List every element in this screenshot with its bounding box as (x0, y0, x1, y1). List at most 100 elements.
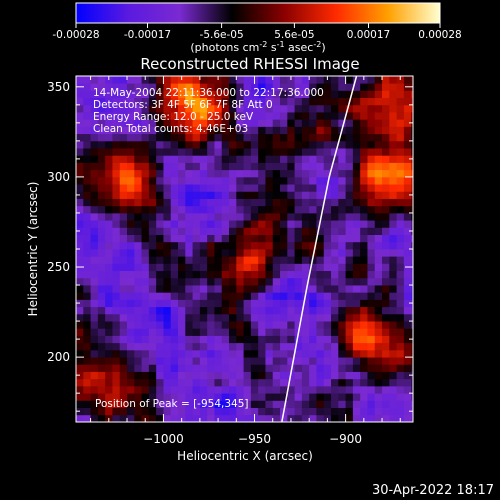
heatmap-cell (316, 140, 325, 149)
heatmap-cell (97, 249, 106, 257)
heatmap-cell (345, 184, 354, 192)
heatmap-cell (250, 349, 259, 358)
heatmap-cell (76, 205, 84, 214)
heatmap-cell (170, 306, 179, 315)
heatmap-cell (258, 400, 266, 408)
heatmap-cell (374, 169, 383, 178)
heatmap-cell (294, 407, 303, 416)
heatmap-cell (258, 256, 266, 264)
x-tick-label: −900 (329, 432, 362, 446)
heatmap-cell (411, 400, 413, 408)
heatmap-cell (352, 270, 361, 279)
heatmap-cell (345, 357, 354, 365)
heatmap-cell (250, 263, 259, 272)
heatmap-cell (309, 342, 317, 351)
heatmap-cell (163, 191, 172, 199)
heatmap-cell (389, 321, 398, 329)
heatmap-cell (309, 371, 317, 380)
heatmap-cell (301, 90, 310, 99)
heatmap-cell (170, 90, 179, 99)
heatmap-cell (229, 241, 237, 250)
heatmap-cell (280, 155, 288, 163)
heatmap-cell (192, 349, 201, 358)
heatmap-cell (207, 270, 215, 279)
heatmap-cell (112, 140, 121, 149)
heatmap-cell (352, 357, 361, 365)
heatmap-cell (316, 270, 325, 279)
heatmap-cell (250, 378, 259, 387)
heatmap-cell (199, 306, 208, 315)
heatmap-cell (236, 335, 244, 344)
heatmap-cell (243, 313, 252, 322)
heatmap-cell (127, 169, 135, 178)
heatmap-cell (83, 140, 91, 149)
heatmap-cell (90, 140, 99, 149)
heatmap-cell (105, 227, 113, 235)
y-tick-label: 250 (47, 260, 70, 274)
heatmap-cell (178, 234, 186, 243)
heatmap-cell (156, 349, 164, 358)
heatmap-cell (396, 342, 405, 351)
heatmap-cell (127, 400, 135, 408)
heatmap-cell (382, 349, 390, 358)
heatmap-cell (229, 385, 237, 394)
heatmap-cell (105, 133, 113, 142)
heatmap-cell (243, 148, 252, 156)
heatmap-cell (272, 285, 281, 293)
heatmap-cell (360, 385, 368, 394)
heatmap-cell (134, 263, 142, 272)
heatmap-cell (221, 306, 230, 315)
heatmap-cell (323, 241, 332, 250)
heatmap-cell (148, 97, 157, 106)
heatmap-cell (141, 148, 150, 156)
heatmap-cell (280, 119, 288, 127)
heatmap-cell (97, 357, 106, 365)
heatmap-cell (411, 133, 413, 142)
heatmap-cell (265, 191, 274, 199)
heatmap-cell (294, 241, 303, 250)
heatmap-cell (192, 378, 201, 387)
heatmap-cell (127, 414, 135, 422)
heatmap-cell (199, 357, 208, 365)
heatmap-cell (345, 191, 354, 199)
heatmap-cell (403, 97, 412, 106)
heatmap-cell (250, 400, 259, 408)
heatmap-cell (243, 104, 252, 113)
heatmap-cell (221, 407, 230, 416)
heatmap-cell (141, 97, 150, 106)
heatmap-cell (301, 148, 310, 156)
heatmap-cell (192, 83, 201, 91)
heatmap-cell (199, 407, 208, 416)
heatmap-cell (97, 241, 106, 250)
heatmap-cell (316, 357, 325, 365)
heatmap-cell (178, 349, 186, 358)
heatmap-cell (105, 162, 113, 171)
heatmap-cell (360, 328, 368, 336)
heatmap-cell (374, 140, 383, 149)
heatmap-cell (221, 191, 230, 199)
heatmap-cell (323, 198, 332, 207)
heatmap-cell (258, 385, 266, 394)
heatmap-cell (83, 349, 91, 358)
heatmap-cell (229, 349, 237, 358)
heatmap-cell (236, 306, 244, 315)
heatmap-cell (221, 335, 230, 344)
heatmap-cell (112, 292, 121, 300)
heatmap-cell (156, 299, 164, 308)
heatmap-cell (105, 321, 113, 329)
heatmap-cell (97, 220, 106, 228)
heatmap-cell (411, 292, 413, 300)
heatmap-cell (178, 184, 186, 192)
heatmap-cell (301, 104, 310, 113)
heatmap-cell (105, 97, 113, 106)
heatmap-cell (309, 292, 317, 300)
heatmap-cell (287, 285, 295, 293)
heatmap-cell (112, 155, 121, 163)
heatmap-cell (141, 212, 150, 221)
heatmap-cell (90, 169, 99, 178)
heatmap-cell (214, 378, 223, 387)
heatmap-cell (258, 198, 266, 207)
heatmap-cell (141, 277, 150, 286)
heatmap-cell (331, 234, 339, 243)
heatmap-cell (294, 169, 303, 178)
